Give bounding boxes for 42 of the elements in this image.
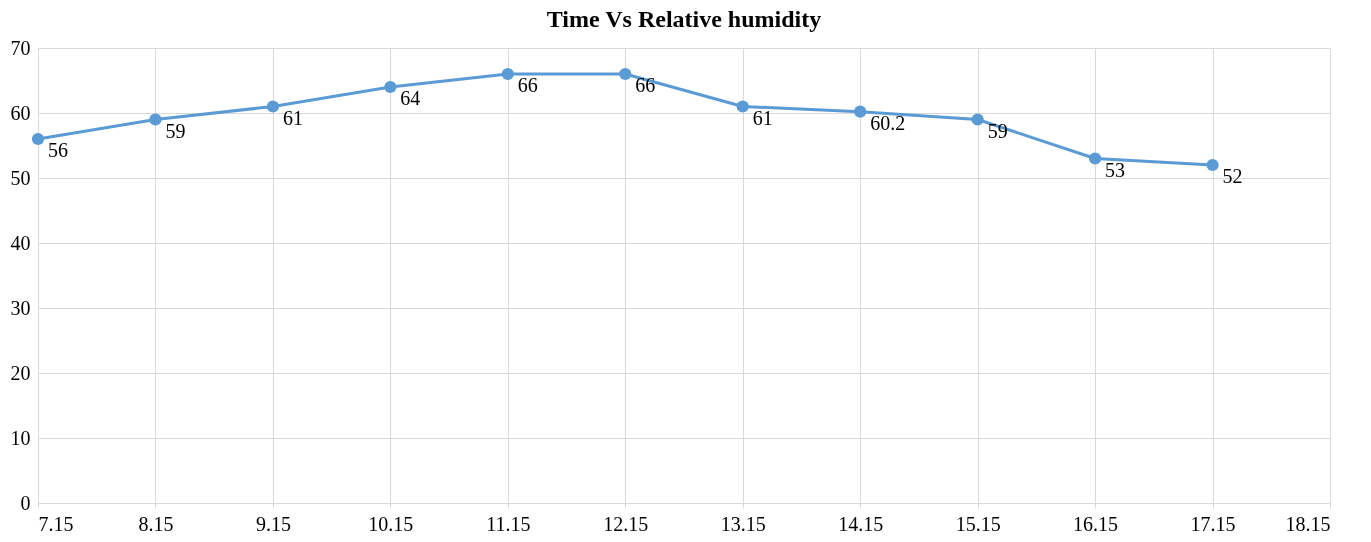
x-tick-label: 9.15 [255,512,291,535]
data-label: 64 [400,87,421,109]
y-tick-label: 50 [10,166,31,189]
data-label: 56 [48,139,68,161]
y-tick-label: 0 [20,491,31,514]
y-tick-label: 30 [10,296,31,319]
point [1088,152,1102,165]
data-label: 66 [635,74,656,96]
data-label: 59 [165,119,186,142]
data-label: 66 [517,74,538,96]
x-tick-label: 8.15 [138,512,174,535]
y-tick-label: 60 [10,101,31,124]
data-label: 61 [752,106,773,129]
x-tick-label: 13.15 [720,512,766,535]
x-tick-label: 11.15 [486,512,531,535]
point [971,113,984,126]
point [149,113,162,126]
data-label: 52 [1222,165,1243,187]
point [736,100,749,113]
data-label: 60.2 [870,111,906,134]
chart-title: Time Vs Relative humidity [546,6,822,32]
data-label: 53 [1105,158,1126,181]
x-tick-label: 7.15 [38,512,74,535]
point [619,67,632,81]
x-tick-label: 14.15 [838,512,884,535]
y-tick-label: 10 [10,426,31,449]
point [266,100,280,113]
point [1206,158,1219,172]
y-tick-label: 40 [10,231,31,254]
point [501,67,514,81]
x-tick-label: 15.15 [955,512,1001,535]
point [384,80,397,94]
point [854,105,867,118]
y-tick-label: 70 [10,36,31,59]
y-tick-label: 20 [10,361,31,384]
x-tick-label: 10.15 [368,512,414,535]
x-tick-label: 16.15 [1073,512,1119,535]
x-tick-label: 17.15 [1190,512,1236,535]
point [31,132,45,146]
data-label: 61 [282,106,303,129]
x-tick-label: 18.15 [1285,512,1331,535]
x-tick-label: 12.15 [603,512,649,535]
